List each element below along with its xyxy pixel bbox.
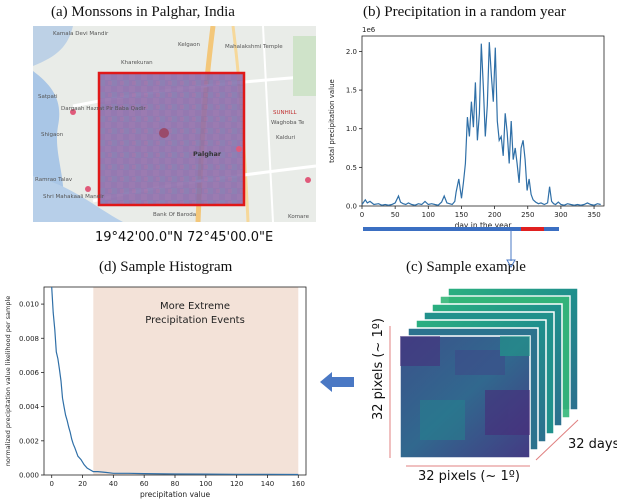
map-label: Bank Of Baroda [153, 212, 196, 218]
timeline-selected-window [521, 227, 544, 231]
y-tick-label: 2.0 [346, 48, 357, 56]
y-axis-title: normalized precipitation value likelihoo… [4, 296, 12, 467]
x-tick-label: 140 [261, 480, 274, 488]
histogram-chart: 0 20 40 60 80 100 120 140 160 0.000 0.002 0.004 0.00… [4, 286, 307, 499]
map-label: Komare [288, 214, 310, 220]
x-tick-label: 80 [171, 480, 180, 488]
y-tick-label: 0.5 [346, 164, 357, 172]
series-line [51, 286, 299, 476]
x-tick-label: 160 [292, 480, 305, 488]
region-label: More Extreme [160, 301, 230, 312]
x-tick-label: 60 [140, 480, 149, 488]
x-tick-label: 20 [78, 480, 87, 488]
y-axis-title: total precipitation value [328, 79, 336, 163]
map-label: Kelgaon [178, 42, 200, 48]
map-coordinates: 19°42'00.0"N 72°45'00.0"E [95, 230, 274, 245]
map-label: Satpati [38, 94, 58, 100]
map-label: Shri Mahakaali Mandir [43, 194, 105, 200]
caption-a: (a) Monssons in Palghar, India [51, 4, 235, 20]
x-tick-label: 0 [49, 480, 53, 488]
x-tick-label: 100 [199, 480, 212, 488]
y-tick-label: 0.004 [19, 403, 40, 411]
map-label: Shigaon [41, 132, 64, 138]
map-panel: Kamala Devi Mandir Kelgaon Mahalakshmi T… [33, 26, 316, 222]
y-scale-label: 1e6 [362, 26, 376, 34]
map-label: Dargaah Hazrat Pir Baba Qadir [61, 106, 146, 112]
x-axis-title: precipitation value [140, 490, 211, 499]
year-timeline-bar [363, 227, 559, 231]
extreme-region [93, 287, 299, 475]
x-axis-title: day in the year [455, 221, 513, 230]
map-label: Ramrao Talav [35, 177, 73, 183]
down-arrow-connector [506, 230, 516, 269]
x-tick-label: 0 [360, 211, 364, 219]
map-graphic: Kamala Devi Mandir Kelgaon Mahalakshmi T… [33, 26, 316, 222]
map-label: Kamala Devi Mandir [53, 31, 109, 37]
y-tick-label: 0.006 [19, 369, 40, 377]
map-label: Kalduri [276, 135, 296, 141]
x-tick-label: 200 [488, 211, 501, 219]
map-pin-icon [159, 128, 169, 138]
map-label: SUNHILL [273, 110, 297, 116]
map-label: Kharekuran [121, 60, 153, 66]
x-axis-label: 32 pixels (~ 1º) [418, 469, 520, 484]
plot-frame [361, 35, 605, 207]
x-tick-label: 250 [521, 211, 534, 219]
x-tick-label: 150 [455, 211, 468, 219]
x-tick-label: 50 [391, 211, 400, 219]
caption-b: (b) Precipitation in a random year [363, 4, 566, 20]
series-line [361, 42, 601, 206]
x-tick-label: 100 [422, 211, 435, 219]
sample-stack: 32 pixels (~ 1º) 32 pixels (~ 1º) 32 day… [371, 287, 617, 484]
y-tick-label: 0.010 [19, 301, 39, 309]
precipitation-chart: 0 50 100 150 200 250 300 350 0.0 0.5 1.0 1.5 2.0 day … [328, 26, 605, 230]
y-tick-label: 0.0 [346, 203, 357, 211]
caption-d: (d) Sample Histogram [99, 259, 233, 275]
map-label: Waghoba Te [271, 120, 305, 126]
y-axis-label: 32 pixels (~ 1º) [371, 318, 386, 420]
map-label: Mahalakshmi Temple [225, 44, 283, 50]
x-tick-label: 300 [554, 211, 567, 219]
y-tick-label: 1.5 [346, 87, 357, 95]
map-label: Palghar [193, 150, 222, 158]
caption-c: (c) Sample example [406, 259, 526, 275]
y-tick-label: 0.000 [19, 472, 39, 480]
x-tick-label: 40 [109, 480, 118, 488]
region-label: Precipitation Events [145, 315, 245, 326]
study-area-box [97, 71, 246, 207]
x-tick-label: 120 [230, 480, 243, 488]
x-tick-label: 350 [587, 211, 600, 219]
y-tick-label: 1.0 [346, 125, 357, 133]
y-tick-label: 0.008 [19, 335, 39, 343]
left-arrow-icon [320, 372, 354, 392]
z-axis-label: 32 days [568, 437, 617, 452]
y-tick-label: 0.002 [19, 437, 39, 445]
